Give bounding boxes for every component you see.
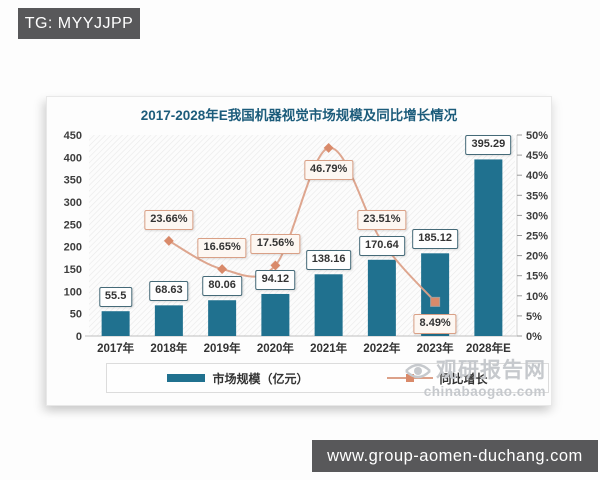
x-axis-label: 2028年E	[466, 341, 511, 355]
x-axis-label: 2018年	[150, 341, 188, 355]
growth-marker-diamond	[163, 235, 174, 246]
y-axis-label-right: 15%	[526, 271, 548, 283]
growth-value-label: 23.66%	[144, 209, 194, 230]
bar-series-label: 市场规模（亿元）	[212, 371, 309, 386]
y-axis-label-left: 250	[64, 219, 82, 231]
bar	[314, 274, 343, 336]
y-axis-label-left: 450	[64, 130, 82, 142]
watermark-domain: chinabaogao.com	[423, 383, 546, 399]
y-axis-label-left: 200	[64, 242, 82, 254]
growth-value-label: 8.49%	[413, 313, 457, 334]
growth-marker-square	[430, 296, 441, 307]
bar-value-label: 170.64	[359, 235, 405, 256]
line-series-label: 同比增长	[439, 371, 488, 386]
chart-panel: 2017-2028年E我国机器视觉市场规模及同比增长情况 0 50 100 150 20…	[46, 96, 552, 406]
y-axis-label-left: 150	[64, 264, 82, 276]
bar-value-label: 80.06	[202, 276, 242, 296]
bar-value-label: 138.16	[305, 250, 352, 271]
x-axis-label: 2017年	[97, 341, 135, 355]
x-axis-label: 2023年	[417, 341, 455, 355]
growth-value-label: 16.65%	[197, 238, 247, 258]
bar-value-label: 55.5	[98, 287, 133, 307]
bar	[367, 259, 396, 336]
growth-value-label: 23.51%	[357, 210, 407, 231]
y-axis-label-right: 0%	[526, 331, 542, 343]
y-axis-label-right: 25%	[526, 231, 548, 243]
legend-item-market-size: 市场规模（亿元）	[167, 370, 309, 387]
y-axis-label-right: 10%	[526, 291, 548, 303]
line-series-swatch	[386, 373, 433, 383]
website-url-text: www.group-aomen-duchang.com	[327, 446, 583, 465]
bar	[154, 305, 183, 336]
growth-marker-diamond	[270, 260, 281, 271]
y-axis-label-left: 400	[64, 152, 82, 164]
growth-marker-diamond	[217, 264, 228, 275]
x-axis-label: 2022年	[363, 341, 401, 355]
x-axis-label: 2020年	[257, 341, 295, 355]
bar-value-label: 185.12	[412, 229, 458, 250]
y-axis-label-left: 50	[70, 309, 82, 321]
bar-value-label: 94.12	[255, 269, 296, 290]
legend-item-yoy-growth: 同比增长	[386, 370, 488, 387]
y-axis-label-right: 40%	[526, 170, 548, 182]
y-axis-label-left: 0	[76, 331, 82, 343]
y-axis-label-right: 35%	[526, 190, 548, 202]
y-axis-label-right: 45%	[526, 150, 548, 162]
y-axis-label-right: 50%	[526, 130, 548, 142]
bar	[101, 311, 130, 336]
watermark-name: 观研报告网	[436, 359, 546, 382]
telegram-contact-badge: TG: MYYJJPP	[18, 8, 140, 39]
eye-logo-icon	[405, 363, 431, 378]
chart-title: 2017-2028年E我国机器视觉市场规模及同比增长情况	[140, 108, 458, 123]
x-axis-label: 2019年	[204, 341, 242, 355]
y-axis-label-left: 350	[64, 175, 82, 187]
bar	[208, 300, 237, 336]
y-axis-label-left: 100	[64, 286, 82, 298]
y-axis-label-right: 5%	[526, 311, 542, 323]
watermark: 观研报告网 chinabaogao.com	[404, 360, 546, 399]
y-axis-label-right: 20%	[526, 251, 548, 263]
growth-value-label: 46.79%	[303, 159, 354, 180]
bar-value-label: 68.63	[149, 281, 189, 302]
bar	[261, 293, 290, 336]
website-url-badge: www.group-aomen-duchang.com	[312, 440, 598, 472]
y-axis-label-left: 300	[64, 197, 82, 209]
bar-value-label: 395.29	[465, 135, 512, 156]
y-axis-label-right: 30%	[526, 210, 548, 222]
telegram-contact-text: TG: MYYJJPP	[24, 14, 134, 32]
bar-series-swatch	[167, 374, 206, 382]
growth-value-label: 17.56%	[250, 234, 301, 255]
chart-legend: 市场规模（亿元） 同比增长	[106, 363, 549, 393]
x-axis-label: 2021年	[310, 341, 348, 355]
bar	[474, 159, 503, 336]
